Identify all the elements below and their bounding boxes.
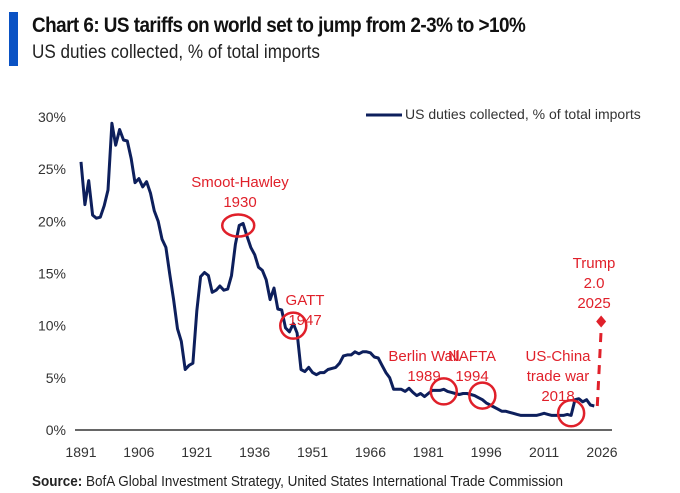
annotation-circle [279,311,308,340]
annotation-circle [429,377,459,406]
y-tick-label: 30% [38,109,66,125]
x-tick-label: 1966 [355,444,386,460]
x-tick-label: 1936 [239,444,270,460]
y-tick-label: 25% [38,161,66,177]
y-tick-label: 15% [38,266,66,282]
y-tick-label: 10% [38,318,66,334]
annotation-circle [556,399,586,428]
x-tick-label: 1996 [471,444,502,460]
annotation-label: NAFTA [448,348,496,365]
annotation-label: Smoot-Hawley [191,174,289,191]
accent-bar [9,12,18,66]
annotation-label: 1994 [455,368,488,385]
x-tick-label: 1891 [65,444,96,460]
annotation-label: 1989 [407,368,440,385]
annotation-label: GATT [286,292,325,309]
annotation-label: trade war [527,368,590,385]
source-note: Source: BofA Global Investment Strategy,… [32,473,563,490]
y-tick-label: 5% [46,370,66,386]
legend-label: US duties collected, % of total imports [405,106,641,122]
source-text: BofA Global Investment Strategy, United … [86,473,564,490]
x-tick-label: 2011 [529,444,559,460]
x-tick-label: 1981 [413,444,444,460]
x-tick-label: 1906 [123,444,154,460]
projection-marker [596,315,607,328]
annotation-label: US-China [525,348,591,365]
chart-subtitle: US duties collected, % of total imports [32,42,320,63]
annotation-label: 2.0 [584,275,605,292]
projection-dashed-line [595,329,603,407]
annotation-label: Berlin Wall [388,348,459,365]
chart-title: Chart 6: US tariffs on world set to jump… [32,14,526,37]
annotation-circle [220,213,256,238]
y-tick-label: 20% [38,213,66,229]
annotation-label: Trump [573,255,616,272]
x-tick-label: 2026 [586,444,617,460]
annotation-label: 2018 [541,388,574,405]
series-line [79,121,595,417]
annotation-label: 1930 [223,194,256,211]
annotation-circle [468,381,497,410]
x-tick-label: 1951 [297,444,328,460]
x-tick-label: 1921 [181,444,212,460]
source-label: Source: [32,473,83,490]
y-tick-label: 0% [46,422,66,438]
annotation-label: 2025 [577,295,610,312]
